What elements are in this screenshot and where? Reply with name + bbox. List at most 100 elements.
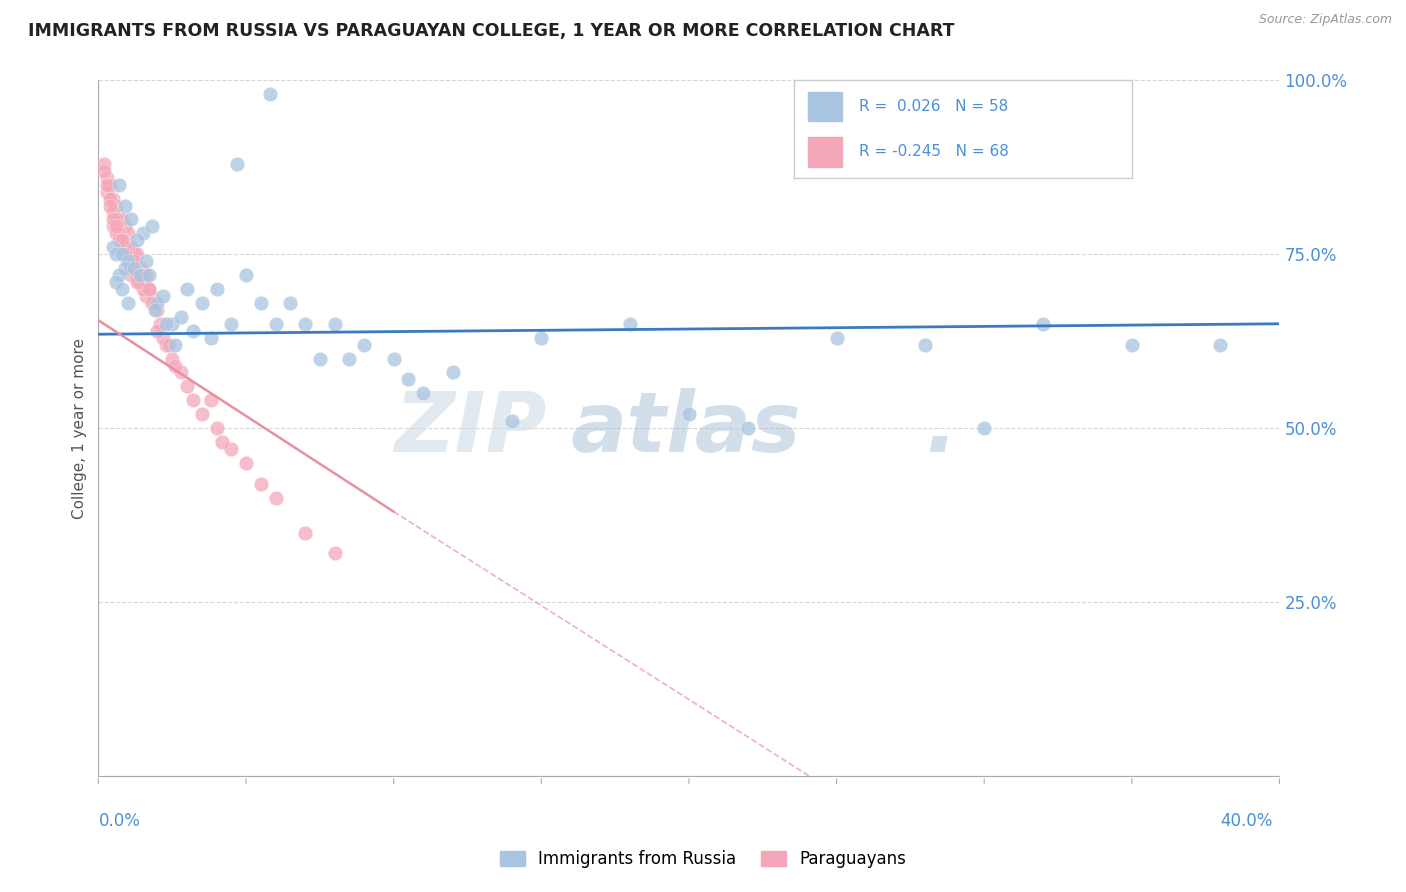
Point xyxy=(221,442,243,456)
Point xyxy=(141,219,163,234)
Point xyxy=(108,233,131,247)
Point xyxy=(125,268,148,282)
Point xyxy=(143,302,166,317)
Point xyxy=(117,240,139,254)
Point xyxy=(165,359,187,373)
Point xyxy=(141,296,163,310)
Point xyxy=(176,379,198,393)
Point xyxy=(278,296,302,310)
Point xyxy=(120,212,142,227)
Point xyxy=(108,212,131,227)
Point xyxy=(323,317,346,331)
Y-axis label: College, 1 year or more: College, 1 year or more xyxy=(72,338,87,518)
Point xyxy=(441,366,464,380)
Point xyxy=(235,268,257,282)
Point xyxy=(146,324,169,338)
Point xyxy=(1121,337,1143,351)
Point xyxy=(146,302,169,317)
Point xyxy=(122,254,145,268)
Point xyxy=(125,233,148,247)
Point xyxy=(111,233,134,247)
Point xyxy=(619,317,641,331)
Point xyxy=(737,421,759,435)
Point xyxy=(396,372,419,386)
Point xyxy=(114,240,136,254)
Point xyxy=(353,337,375,351)
Text: R = -0.245   N = 68: R = -0.245 N = 68 xyxy=(859,145,1008,160)
Text: R =  0.026   N = 58: R = 0.026 N = 58 xyxy=(859,99,1008,114)
Point xyxy=(96,185,118,199)
Point xyxy=(165,337,187,351)
Point xyxy=(105,247,128,261)
Point xyxy=(501,414,523,428)
Point xyxy=(323,546,346,560)
Text: ZIP: ZIP xyxy=(395,388,547,468)
Point xyxy=(205,282,228,296)
Point xyxy=(221,317,243,331)
Point xyxy=(294,525,316,540)
Point xyxy=(152,331,174,345)
Point xyxy=(259,87,281,102)
Point xyxy=(412,386,434,401)
Point xyxy=(146,296,169,310)
Point xyxy=(128,268,150,282)
Point xyxy=(105,212,128,227)
Point xyxy=(111,247,134,261)
Point xyxy=(200,331,222,345)
Point xyxy=(128,275,150,289)
Point xyxy=(132,282,155,296)
Point xyxy=(250,476,273,491)
Point xyxy=(105,227,128,241)
Point xyxy=(226,157,249,171)
Point xyxy=(155,337,177,351)
Point xyxy=(96,178,118,192)
Point xyxy=(191,407,214,421)
Point xyxy=(143,296,166,310)
Point xyxy=(98,198,121,212)
Point xyxy=(162,317,183,331)
Point xyxy=(264,317,287,331)
Point xyxy=(103,192,125,206)
Point xyxy=(120,268,142,282)
Point xyxy=(170,366,193,380)
Point xyxy=(120,261,142,276)
Point xyxy=(108,227,131,241)
Point xyxy=(181,393,204,408)
Point xyxy=(914,337,936,351)
Text: 0.0%: 0.0% xyxy=(98,812,141,830)
Point xyxy=(111,247,134,261)
Point xyxy=(309,351,332,366)
Point xyxy=(135,289,157,303)
Point xyxy=(135,268,157,282)
Point xyxy=(117,296,139,310)
Point xyxy=(111,233,134,247)
Point xyxy=(339,351,360,366)
Point xyxy=(170,310,193,324)
Point xyxy=(138,282,160,296)
Point xyxy=(138,268,160,282)
Text: 40.0%: 40.0% xyxy=(1220,812,1272,830)
Point xyxy=(96,170,118,185)
Point xyxy=(108,268,131,282)
Point xyxy=(103,205,125,219)
Point xyxy=(125,275,148,289)
Point xyxy=(103,212,125,227)
Point xyxy=(122,261,145,276)
Point xyxy=(211,435,233,450)
Point xyxy=(181,324,204,338)
Text: IMMIGRANTS FROM RUSSIA VS PARAGUAYAN COLLEGE, 1 YEAR OR MORE CORRELATION CHART: IMMIGRANTS FROM RUSSIA VS PARAGUAYAN COL… xyxy=(28,22,955,40)
Point xyxy=(973,421,995,435)
Point xyxy=(530,331,553,345)
Point xyxy=(152,289,174,303)
Text: Source: ZipAtlas.com: Source: ZipAtlas.com xyxy=(1258,13,1392,27)
Point xyxy=(103,219,125,234)
Point xyxy=(264,491,287,505)
Point xyxy=(114,261,136,276)
Bar xyxy=(808,137,842,167)
Point xyxy=(678,407,700,421)
Point xyxy=(138,282,160,296)
Point xyxy=(132,227,155,241)
Point xyxy=(111,212,134,227)
Point xyxy=(825,331,848,345)
Point xyxy=(162,351,183,366)
